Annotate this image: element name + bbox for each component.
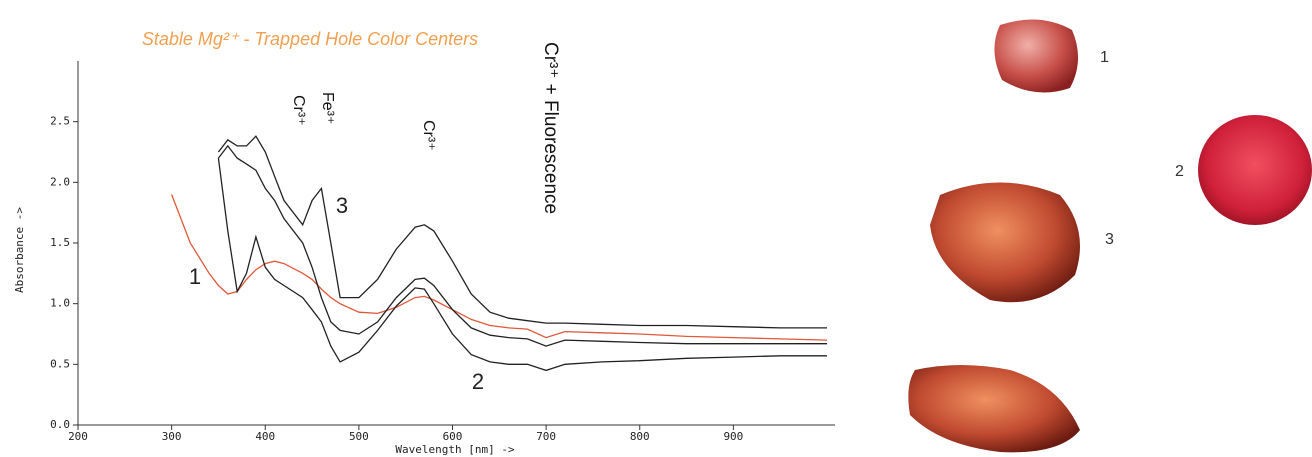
x-tick-label: 500 bbox=[349, 430, 369, 443]
chart-title: Stable Mg²⁺ - Trapped Hole Color Centers bbox=[142, 29, 478, 49]
photo-2 bbox=[1198, 115, 1312, 225]
photo-4 bbox=[908, 365, 1080, 453]
series-line bbox=[217, 135, 827, 329]
x-tick-label: 900 bbox=[723, 430, 743, 443]
x-tick-label: 400 bbox=[255, 430, 275, 443]
annotation: Fe³⁺ bbox=[319, 92, 336, 124]
y-tick-label: 1.5 bbox=[50, 236, 70, 249]
y-tick-label: 0.5 bbox=[50, 357, 70, 370]
x-axis-label: Wavelength [nm] -> bbox=[395, 443, 515, 456]
y-tick-label: 2.0 bbox=[50, 175, 70, 188]
series-label: 3 bbox=[336, 193, 348, 218]
series-label: 2 bbox=[472, 369, 484, 394]
photo-label: 2 bbox=[1175, 163, 1184, 180]
y-tick-label: 2.5 bbox=[50, 115, 70, 128]
y-tick-label: 0.0 bbox=[50, 418, 70, 431]
photo-3 bbox=[930, 182, 1080, 303]
x-tick-label: 600 bbox=[443, 430, 463, 443]
x-tick-label: 200 bbox=[68, 430, 88, 443]
annotation: Cr³⁺ bbox=[290, 95, 307, 126]
y-axis-label: Absorbance -> bbox=[13, 207, 26, 293]
y-tick-label: 1.0 bbox=[50, 297, 70, 310]
photo-1 bbox=[994, 19, 1079, 93]
annotation: Cr³⁺ bbox=[420, 120, 437, 151]
series-line bbox=[217, 158, 827, 372]
x-tick-label: 800 bbox=[630, 430, 650, 443]
photo-label: 1 bbox=[1100, 49, 1109, 66]
photo-label: 3 bbox=[1105, 231, 1114, 248]
annotation: Cr³⁺ + Fluorescence bbox=[540, 42, 561, 214]
x-tick-label: 700 bbox=[536, 430, 556, 443]
series-line bbox=[170, 194, 828, 341]
series-label: 1 bbox=[189, 264, 201, 289]
series-line bbox=[217, 144, 827, 347]
x-tick-label: 300 bbox=[162, 430, 182, 443]
